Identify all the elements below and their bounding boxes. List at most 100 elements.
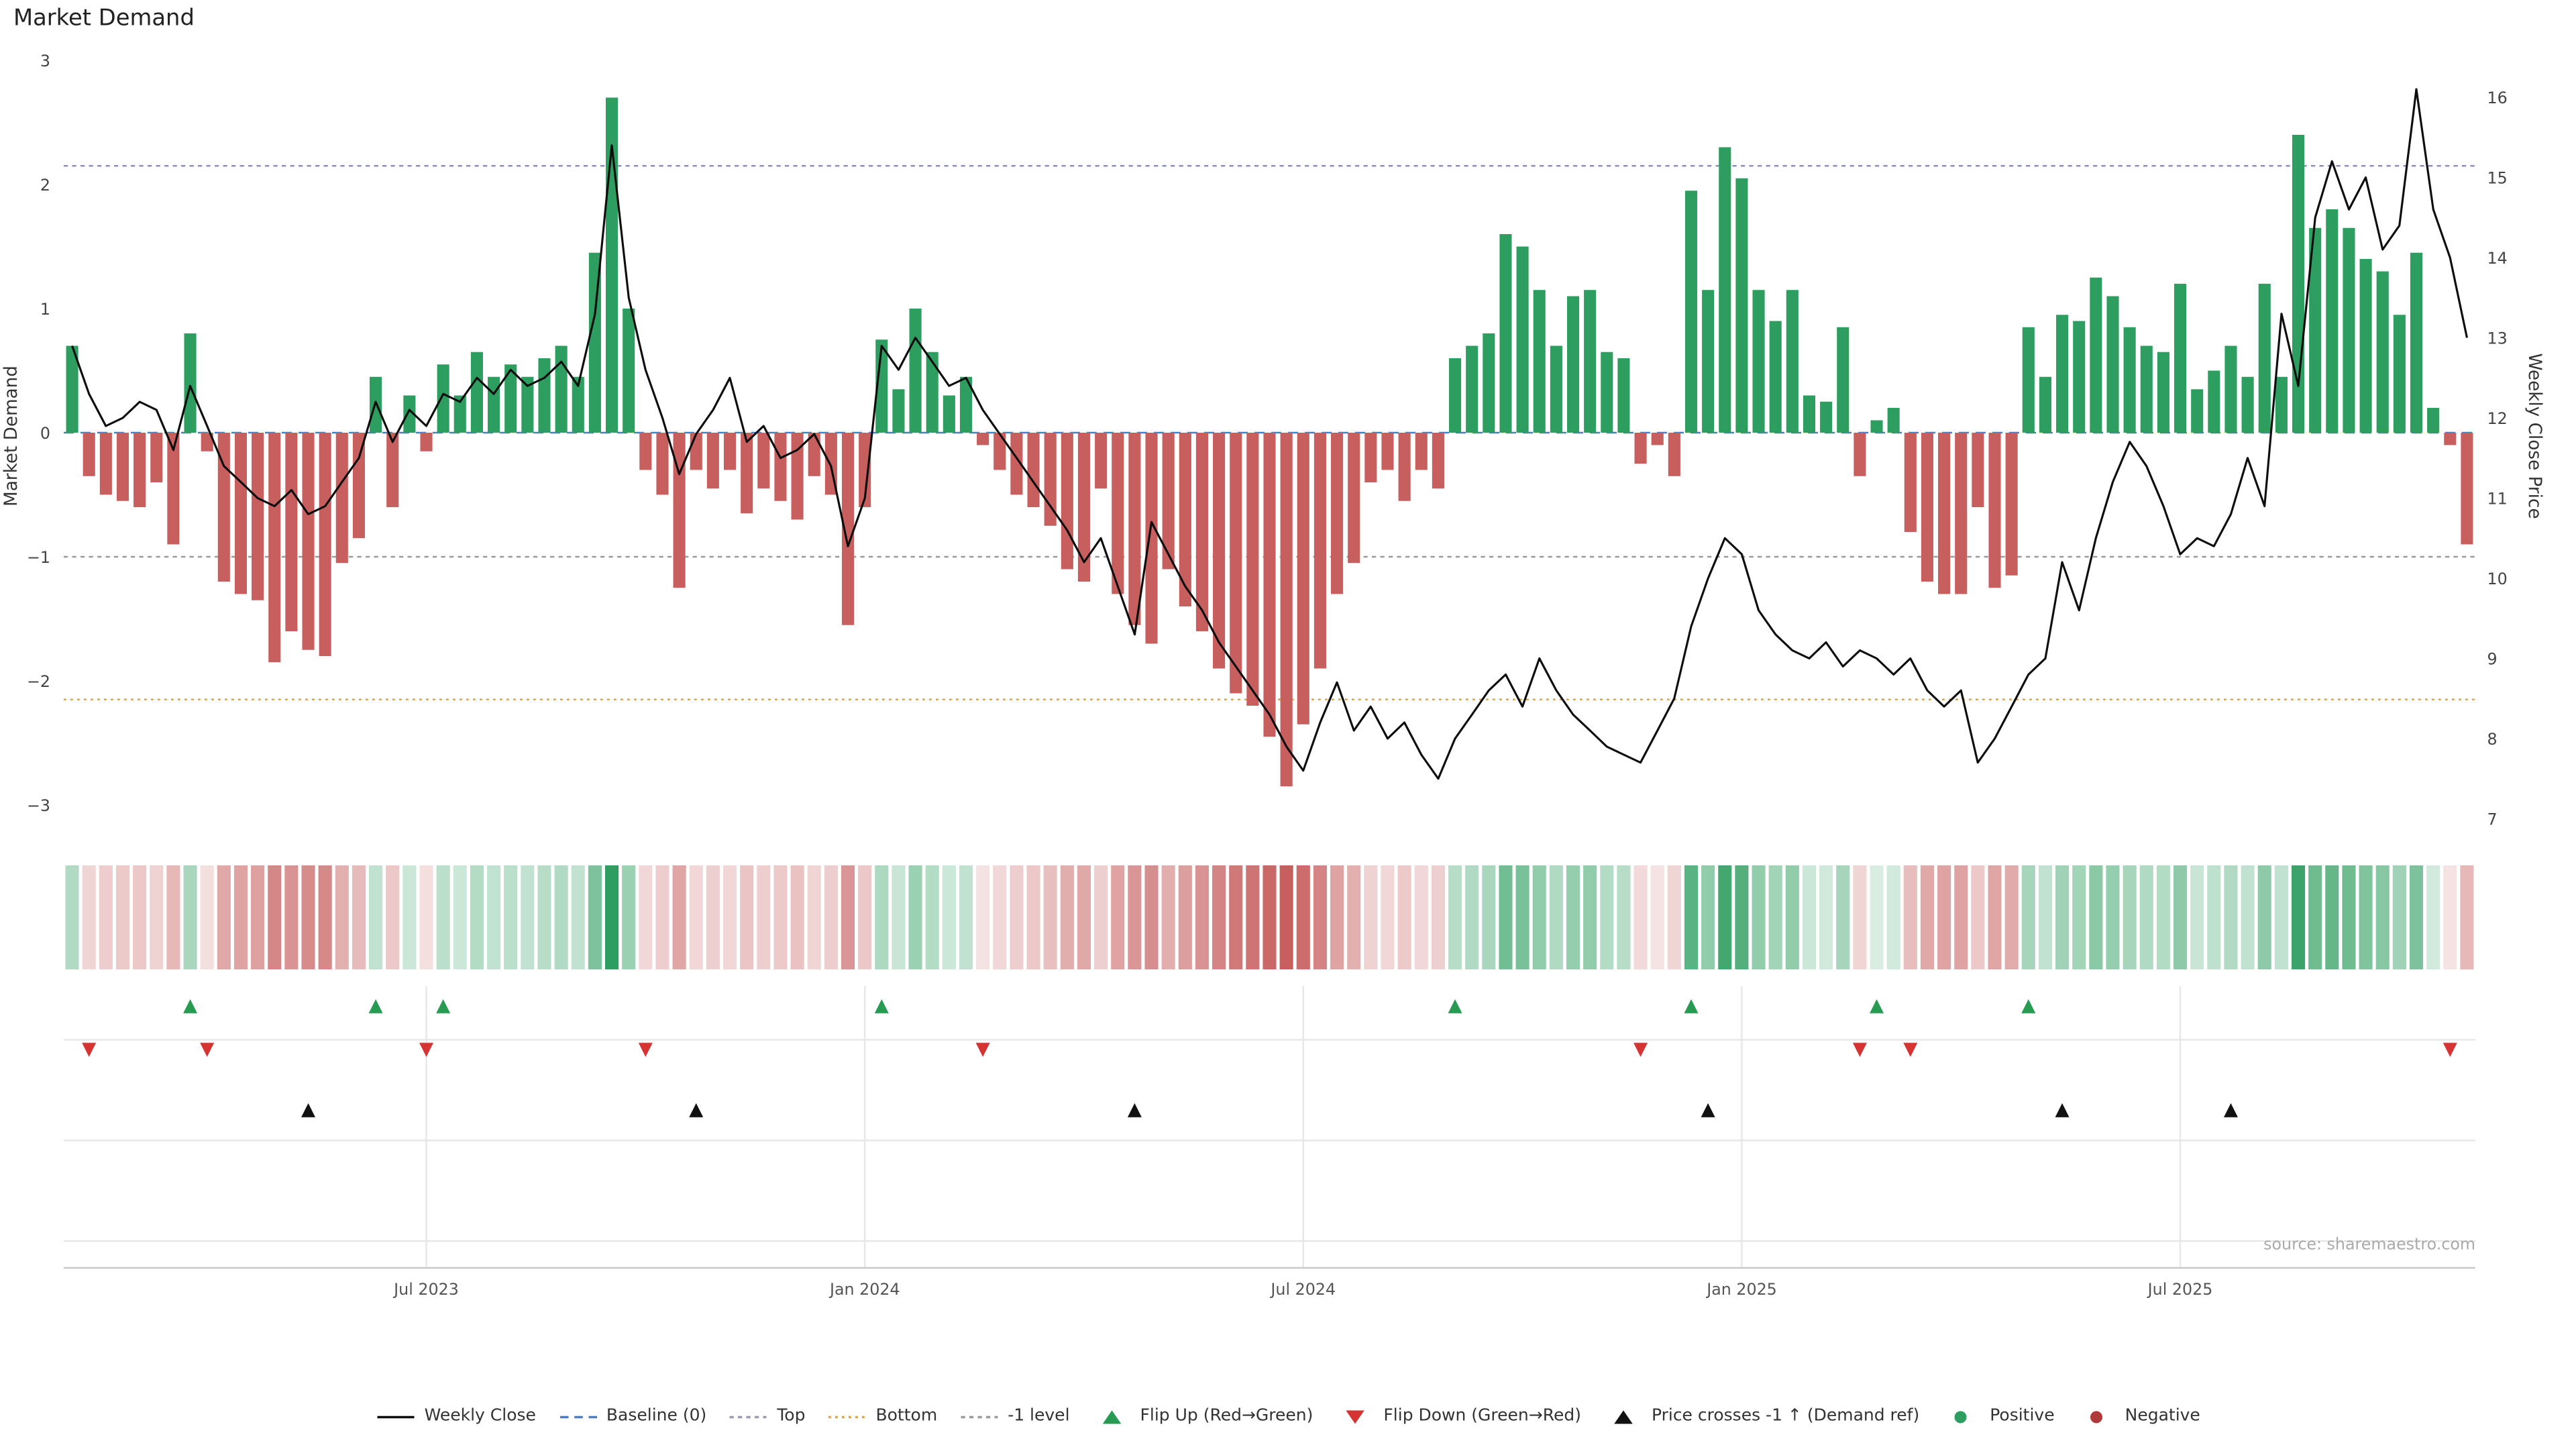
- demand-bar-positive: [1735, 178, 1748, 433]
- demand-bar-positive: [1449, 358, 1462, 433]
- heatmap-cell: [2342, 865, 2356, 969]
- demand-bar-negative: [268, 433, 281, 663]
- heatmap-cell: [1768, 865, 1782, 969]
- heatmap-cell: [2241, 865, 2255, 969]
- demand-bar-negative: [1904, 433, 1917, 532]
- legend-dashed-icon: [730, 1415, 767, 1417]
- heatmap-cell: [2274, 865, 2288, 969]
- flip-up-marker: [874, 999, 889, 1014]
- heatmap-cell: [2038, 865, 2052, 969]
- flip-down-marker: [638, 1042, 653, 1057]
- heatmap-cell: [2392, 865, 2406, 969]
- heatmap-cell: [993, 865, 1007, 969]
- right-tick-label: 11: [2487, 489, 2508, 508]
- demand-bar-negative: [335, 433, 348, 564]
- heatmap-cell: [1364, 865, 1378, 969]
- flip-down-marker: [1633, 1042, 1648, 1057]
- weekly-close-line: [71, 88, 2469, 780]
- legend-item: Bottom: [827, 1407, 937, 1426]
- heatmap-cell: [284, 865, 299, 969]
- price-cross-marker: [1701, 1103, 1715, 1118]
- x-tick-label: Jan 2025: [1705, 1280, 1777, 1299]
- demand-bar-negative: [420, 433, 433, 451]
- legend-dashed-icon: [559, 1415, 596, 1417]
- legend-label: Flip Up (Red→Green): [1140, 1407, 1313, 1426]
- heatmap-cell: [807, 865, 821, 969]
- heatmap-cell: [301, 865, 315, 969]
- heatmap-cell: [824, 865, 838, 969]
- heatmap-cell: [672, 865, 686, 969]
- heatmap-cell: [1094, 865, 1108, 969]
- heatmap-cell: [2089, 865, 2103, 969]
- heatmap-cell: [1785, 865, 1799, 969]
- demand-bar-positive: [1752, 290, 1765, 433]
- legend-label: Flip Down (Green→Red): [1383, 1407, 1581, 1426]
- demand-bar-positive: [1516, 246, 1529, 433]
- flip-up-marker: [368, 999, 383, 1014]
- demand-bar-negative: [1010, 433, 1023, 495]
- demand-bar-positive: [623, 309, 635, 433]
- demand-bar-negative: [639, 433, 652, 470]
- demand-bar-positive: [1499, 234, 1512, 433]
- demand-bar-positive: [1719, 147, 1731, 433]
- demand-bar-negative: [1112, 433, 1124, 594]
- legend-item: -1 level: [959, 1407, 1070, 1426]
- legend-circle-icon: [2090, 1410, 2103, 1423]
- demand-bar-negative: [774, 433, 787, 501]
- demand-bar-positive: [1550, 345, 1562, 433]
- demand-bar-positive: [1887, 408, 1900, 433]
- flip-down-marker: [82, 1042, 97, 1057]
- demand-bar-positive: [2309, 227, 2322, 433]
- heatmap-cell: [115, 865, 130, 969]
- demand-bar-negative: [1313, 433, 1326, 669]
- heatmap-cell: [1532, 865, 1546, 969]
- demand-bar-negative: [133, 433, 146, 507]
- heatmap-cell: [1161, 865, 1175, 969]
- left-tick-label: −3: [27, 796, 50, 815]
- price-cross-marker: [301, 1103, 316, 1118]
- demand-bar-positive: [470, 352, 483, 433]
- demand-bar-negative: [386, 433, 399, 507]
- flip-down-marker: [1852, 1042, 1867, 1057]
- right-tick-label: 15: [2487, 168, 2508, 187]
- heatmap-cell: [1144, 865, 1159, 969]
- heatmap-cell: [2325, 865, 2339, 969]
- heatmap-cell: [453, 865, 467, 969]
- heatmap-cell: [605, 865, 619, 969]
- demand-bar-positive: [1684, 191, 1698, 433]
- heatmap-cell: [639, 865, 653, 969]
- demand-bar-negative: [1364, 433, 1377, 482]
- heatmap-cell: [1920, 865, 1935, 969]
- demand-bar-negative: [1381, 433, 1394, 470]
- heatmap-cell: [251, 865, 265, 969]
- demand-bar-negative: [302, 433, 315, 650]
- heatmap-cell: [588, 865, 602, 969]
- heatmap-cell: [841, 865, 855, 969]
- legend-label: Bottom: [875, 1407, 938, 1426]
- demand-bar-negative: [150, 433, 163, 482]
- legend-dotted-icon: [828, 1415, 866, 1417]
- heatmap-cell: [1988, 865, 2002, 969]
- flip-up-marker: [1684, 999, 1699, 1014]
- heatmap-cell: [537, 865, 551, 969]
- heatmap-cell: [504, 865, 518, 969]
- right-tick-label: 16: [2487, 89, 2508, 107]
- demand-bar-positive: [2343, 227, 2355, 433]
- demand-bar-negative: [1651, 433, 1664, 445]
- heatmap-cell: [487, 865, 501, 969]
- demand-bar-positive: [2191, 389, 2204, 433]
- demand-bar-negative: [1854, 433, 1866, 476]
- heatmap-cell: [959, 865, 973, 969]
- demand-bar-negative: [791, 433, 804, 520]
- heatmap-cell: [2308, 865, 2322, 969]
- demand-bar-negative: [1988, 433, 2001, 588]
- demand-bar-negative: [859, 433, 871, 507]
- flip-down-marker: [419, 1042, 434, 1057]
- heatmap-cell: [217, 865, 231, 969]
- demand-bar-positive: [2208, 370, 2220, 433]
- demand-bar-positive: [453, 395, 466, 433]
- demand-bar-positive: [892, 389, 905, 433]
- price-cross-marker: [2223, 1103, 2238, 1118]
- heatmap-cell: [1886, 865, 1900, 969]
- demand-bar-negative: [1027, 433, 1040, 507]
